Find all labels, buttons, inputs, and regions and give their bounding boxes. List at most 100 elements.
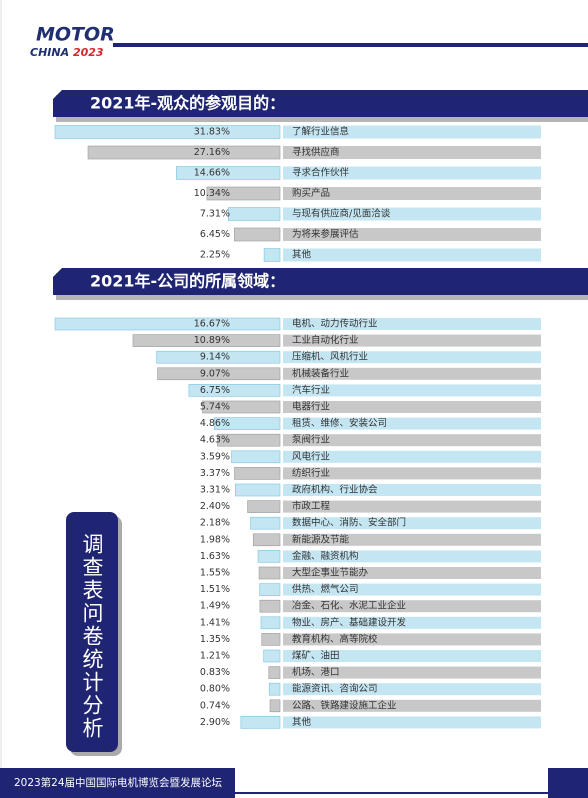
value-label: 6.45%: [200, 229, 230, 240]
category-box: [283, 550, 541, 563]
category-box: [283, 384, 541, 397]
value-label: 1.49%: [200, 601, 230, 612]
category-label: 政府机构、行业协会: [292, 484, 378, 496]
category-label: 其他: [292, 716, 312, 728]
bar: [263, 248, 281, 262]
value-label: 10.34%: [194, 188, 230, 199]
category-box: [283, 517, 541, 530]
value-label: 1.21%: [200, 651, 230, 662]
bar: [260, 616, 281, 630]
bar: [268, 682, 281, 696]
category-box: [283, 228, 541, 241]
category-label: 压缩机、风机行业: [292, 351, 368, 363]
category-box: [283, 467, 541, 480]
value-label: 4.86%: [200, 418, 230, 429]
bar: [258, 566, 281, 580]
category-label: 购买产品: [292, 187, 330, 199]
category-label: 电器行业: [292, 401, 330, 413]
category-label: 大型企事业节能办: [292, 567, 369, 579]
category-box: [283, 166, 541, 180]
bar: [250, 516, 281, 530]
value-label: 6.75%: [200, 385, 230, 396]
category-box: [283, 567, 541, 579]
value-label: 0.74%: [200, 700, 230, 711]
value-label: 2.18%: [200, 518, 230, 529]
bar: [202, 400, 281, 414]
value-label: 1.41%: [200, 617, 230, 628]
value-label: 1.98%: [200, 534, 230, 545]
value-label: 7.31%: [200, 209, 230, 220]
value-label: 1.55%: [200, 568, 230, 579]
category-box: [283, 146, 541, 159]
bar: [269, 699, 281, 713]
category-label: 其他: [292, 249, 312, 261]
category-label: 风电行业: [292, 450, 330, 462]
category-box: [283, 334, 541, 347]
bar: [234, 467, 281, 480]
bar: [268, 666, 281, 679]
category-label: 数据中心、消防、安全部门: [292, 517, 406, 529]
category-box: [283, 125, 541, 139]
footer-block: [548, 768, 588, 798]
value-label: 10.89%: [194, 335, 230, 346]
category-label: 汽车行业: [292, 384, 330, 396]
category-label: 新能源及节能: [292, 533, 350, 545]
bar: [263, 649, 281, 663]
bar: [257, 550, 281, 563]
category-box: [283, 533, 541, 546]
category-label: 泵阀行业: [292, 434, 330, 446]
category-box: [283, 450, 541, 463]
category-label: 与现有供应商/见面洽谈: [292, 208, 391, 220]
value-label: 9.07%: [200, 368, 230, 379]
category-box: [283, 583, 541, 596]
bar: [234, 227, 281, 242]
value-label: 4.63%: [200, 435, 230, 446]
value-label: 1.63%: [200, 551, 230, 562]
bar: [214, 417, 281, 430]
value-label: 2.90%: [200, 717, 230, 728]
value-label: 31.83%: [194, 127, 230, 138]
value-label: 3.37%: [200, 468, 230, 479]
category-box: [283, 417, 541, 430]
category-box: [283, 683, 541, 696]
category-label: 能源资讯、咨询公司: [292, 683, 378, 695]
section-title: 2021年-观众的参观目的：: [90, 94, 285, 113]
category-label: 电机、动力传动行业: [292, 318, 378, 330]
category-label: 纺织行业: [292, 467, 330, 479]
bar: [217, 433, 281, 447]
category-box: [283, 318, 541, 330]
category-box: [283, 616, 541, 629]
section-title: 2021年-公司的所属领域：: [90, 272, 285, 291]
bar: [206, 186, 281, 201]
category-label: 冶金、石化、水泥工业企业: [292, 600, 406, 612]
category-label: 工业自动化行业: [292, 334, 359, 346]
bar: [228, 207, 281, 221]
bar: [261, 633, 281, 646]
footer-bar: [0, 768, 235, 798]
logo-china: CHINA: [30, 46, 69, 59]
category-label: 租赁、维修、安装公司: [292, 417, 387, 429]
category-box: [283, 666, 541, 679]
category-box: [283, 351, 541, 364]
category-box: [283, 699, 541, 712]
category-label: 供热、燃气公司: [292, 583, 359, 595]
bar: [247, 500, 281, 513]
bar: [188, 384, 281, 397]
category-box: [283, 633, 541, 646]
bar: [54, 125, 281, 139]
category-box: [283, 207, 541, 221]
value-label: 2.25%: [200, 250, 230, 261]
bar: [259, 583, 281, 596]
category-label: 金融、融资机构: [292, 550, 359, 562]
category-label: 机场、港口: [292, 666, 340, 678]
value-label: 1.51%: [200, 584, 230, 595]
footer-text: 2023第24届中国国际电机博览会暨发展论坛: [14, 776, 223, 789]
value-label: 14.66%: [194, 168, 230, 179]
category-label: 寻求合作伙伴: [292, 167, 350, 179]
value-label: 1.35%: [200, 634, 230, 645]
logo-line2: CHINA 2023: [30, 46, 104, 59]
category-box: [283, 500, 541, 513]
bar: [87, 145, 281, 160]
